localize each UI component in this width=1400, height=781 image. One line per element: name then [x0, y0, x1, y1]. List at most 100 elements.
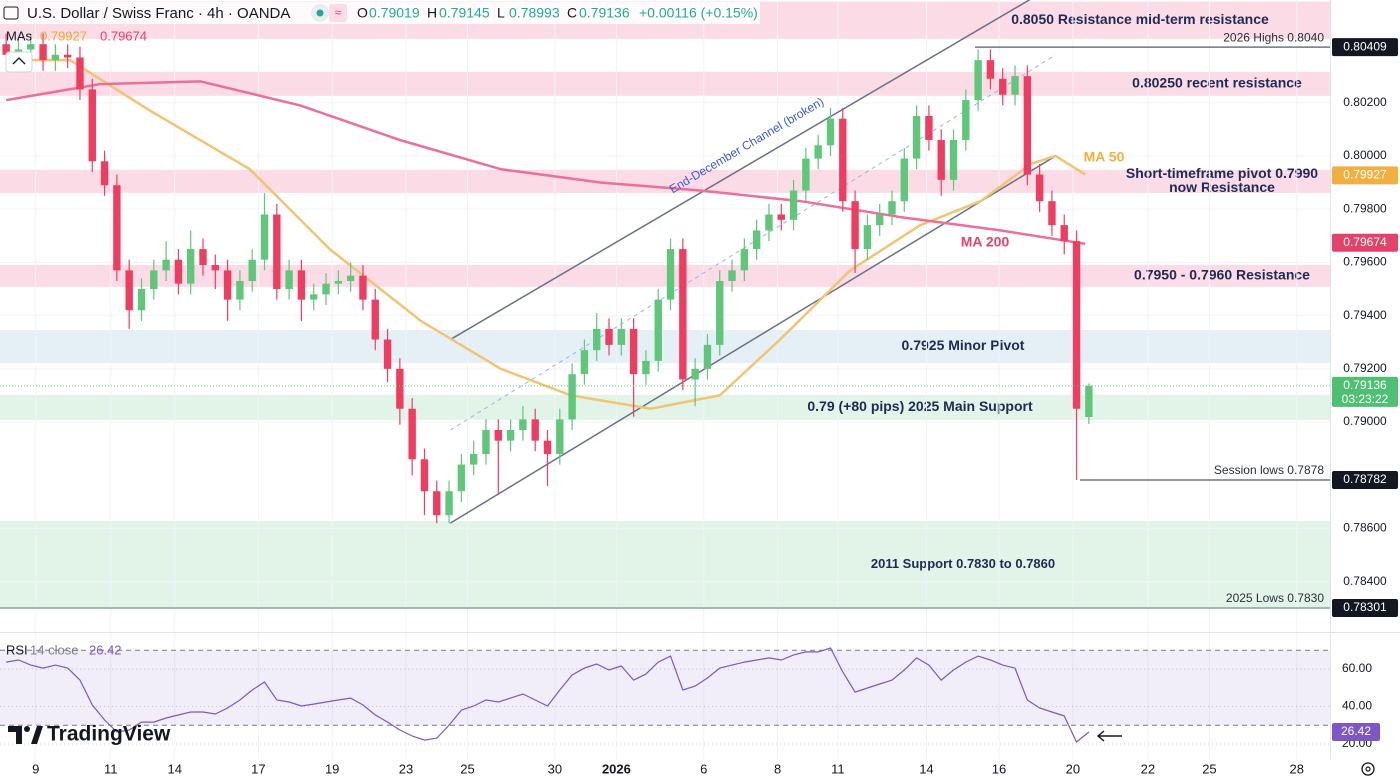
zone	[0, 71, 1330, 96]
candle-body	[506, 430, 515, 441]
candle-body	[457, 464, 466, 492]
zone	[0, 329, 1330, 363]
x-tick-label: 16	[992, 761, 1006, 776]
channel-line	[450, 54, 1056, 431]
collapse-button[interactable]	[5, 51, 33, 73]
candle-body	[863, 225, 872, 250]
zone-label: 0.8050 Resistance mid-term resistance	[1011, 11, 1269, 27]
x-tick-label: 8	[774, 761, 781, 776]
candle-body	[1085, 385, 1093, 417]
x-tick-label: 28	[1290, 761, 1304, 776]
x-tick-label: 25	[1202, 761, 1216, 776]
rsi-tick-label: 60.00	[1342, 661, 1372, 675]
candle-body	[605, 328, 613, 345]
candle-body	[691, 368, 699, 380]
candle-body	[1011, 76, 1019, 95]
price-badge	[1332, 166, 1398, 185]
axes: 0.80200 0.80000 0.79800 0.79600 0.79400 0.792…	[32, 38, 1398, 776]
indicator-badge[interactable]	[329, 4, 347, 22]
candle-body	[814, 145, 822, 159]
y-tick-label: 0.78600	[1343, 521, 1387, 535]
level-label: 2026 Highs 0.8040	[1223, 30, 1324, 44]
ohlc-change: +0.00116 (+0.15%)	[639, 5, 758, 21]
rsi-badge	[1332, 723, 1380, 742]
plot: 2026 Highs 0.8040 Session lows 0.7878 2025…	[0, 0, 1330, 609]
candle-body	[63, 54, 72, 58]
y-tick-label: 0.79400	[1343, 308, 1387, 322]
candle-body	[629, 328, 638, 375]
y-tick-label: 0.79800	[1343, 201, 1387, 215]
x-tick-label: 19	[325, 761, 339, 776]
ohlc-value: 0.78993	[509, 5, 560, 21]
candle-body	[162, 259, 170, 271]
candle-body	[334, 281, 343, 284]
countdown: 03:23:22	[1342, 392, 1389, 406]
price-badge	[1332, 233, 1398, 252]
candle-body	[187, 249, 195, 284]
symbol-title: U.S. Dollar / Swiss Franc · 4h · OANDA	[27, 5, 290, 22]
header-bg	[0, 2, 760, 24]
price-badge	[1332, 471, 1398, 490]
ohlc-value: 0.79145	[439, 5, 490, 21]
candle-body	[297, 270, 306, 300]
x-tick-label: 2026	[602, 761, 631, 776]
candle-body	[1023, 76, 1032, 175]
zone-label: 0.80250 recent resistance	[1132, 75, 1302, 91]
x-tick-label: 22	[1141, 761, 1155, 776]
candle-body	[236, 281, 244, 300]
y-tick-label: 0.79600	[1343, 255, 1387, 269]
candle-body	[445, 491, 453, 516]
candle-body	[876, 214, 884, 226]
ohlc-value: 0.79019	[369, 5, 420, 21]
brand-name: TradingView	[47, 723, 171, 746]
candle-body	[937, 139, 945, 180]
candle-body	[482, 430, 490, 454]
mas-label: MAs	[6, 28, 33, 43]
candle-body	[703, 344, 712, 369]
x-tick-label: 14	[919, 761, 933, 776]
symbol-icon[interactable]	[3, 6, 19, 20]
candle-body	[900, 158, 908, 202]
price-badge	[1332, 599, 1398, 618]
candle-body	[39, 44, 47, 61]
candle-body	[469, 453, 478, 465]
candle-body	[580, 350, 589, 375]
zone	[0, 394, 1330, 420]
candle-body	[260, 214, 269, 260]
candle-body	[137, 288, 146, 311]
x-tick-label: 9	[32, 761, 39, 776]
zone-label: 0.79 (+80 pips) 2025 Main Support	[807, 398, 1033, 414]
candle-body	[568, 374, 576, 420]
candle-body	[777, 214, 785, 220]
settings-button[interactable]	[1361, 762, 1375, 776]
candle-body	[285, 270, 293, 289]
candle-body	[1035, 174, 1044, 202]
candle-body	[494, 430, 502, 441]
candle-body	[420, 459, 429, 492]
candle-body	[211, 265, 220, 271]
price-badge-label: 0.79674	[1343, 235, 1387, 249]
zone-label: 2011 Support 0.7830 to 0.7860	[871, 556, 1055, 571]
candle-body	[752, 230, 761, 250]
candle-body	[543, 440, 552, 454]
ma-line	[6, 58, 1086, 410]
zone-label: 0.7950 - 0.7960 Resistance	[1134, 267, 1310, 283]
price-badge-label: 0.79136	[1343, 378, 1387, 392]
candle-body	[322, 283, 330, 295]
candle-body	[556, 419, 564, 454]
x-tick-label: 30	[548, 761, 562, 776]
candle-body	[593, 328, 601, 351]
zone	[0, 265, 1330, 287]
y-tick-label: 0.79000	[1343, 414, 1387, 428]
zone	[0, 521, 1330, 609]
candle-body	[949, 139, 958, 180]
x-tick-label: 14	[167, 761, 181, 776]
candle-body	[999, 78, 1007, 95]
ohlc-key: C	[567, 5, 577, 21]
level-label: Session lows 0.7878	[1214, 463, 1324, 477]
collapse-icon	[12, 57, 26, 65]
candle-body	[531, 419, 539, 441]
candle-body	[27, 44, 35, 50]
